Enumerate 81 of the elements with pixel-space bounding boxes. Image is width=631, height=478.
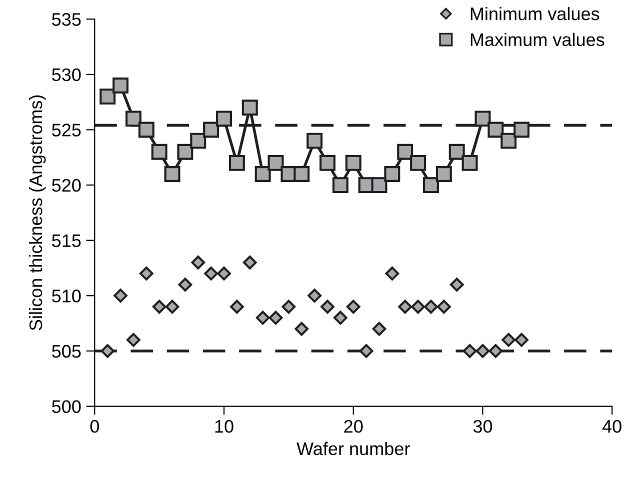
point xyxy=(306,132,323,149)
point xyxy=(114,288,128,303)
point xyxy=(488,122,504,138)
point xyxy=(112,78,129,94)
point xyxy=(151,144,168,160)
y-tick-label: 515 xyxy=(52,234,81,248)
y-tick-label: 535 xyxy=(52,13,81,26)
point xyxy=(152,300,166,314)
point xyxy=(230,300,244,314)
point xyxy=(450,278,464,292)
point xyxy=(436,300,451,314)
point xyxy=(165,300,180,314)
point xyxy=(191,256,206,270)
point xyxy=(411,300,425,314)
point xyxy=(203,122,220,138)
y-tick-label: 530 xyxy=(52,68,81,82)
point xyxy=(410,154,426,171)
point xyxy=(398,300,412,314)
point xyxy=(372,322,386,336)
point xyxy=(254,166,271,182)
y-tick-label: 505 xyxy=(52,344,81,358)
y-tick-label: 525 xyxy=(52,124,81,136)
y-tick-label: 520 xyxy=(52,178,81,192)
point xyxy=(462,154,478,171)
point xyxy=(333,310,348,325)
point xyxy=(384,166,400,182)
point xyxy=(514,332,528,347)
point xyxy=(100,88,116,105)
point xyxy=(294,322,309,336)
point xyxy=(256,310,270,325)
legend-label: Minimum values xyxy=(470,6,600,20)
point xyxy=(359,344,374,358)
point xyxy=(268,154,284,171)
point xyxy=(448,144,465,160)
point xyxy=(217,266,231,280)
x-tick-label: 20 xyxy=(344,420,363,433)
point xyxy=(488,344,503,358)
point xyxy=(228,154,245,171)
point xyxy=(268,310,283,325)
point xyxy=(308,288,322,303)
point xyxy=(282,300,296,314)
point xyxy=(164,166,180,182)
point xyxy=(242,100,258,116)
x-tick-label: 30 xyxy=(473,420,492,433)
point xyxy=(462,344,477,358)
point xyxy=(204,266,218,280)
x-axis-title: Wafer number xyxy=(296,442,410,456)
point xyxy=(320,300,334,314)
point xyxy=(320,154,336,171)
x-tick-label: 10 xyxy=(215,420,234,433)
point xyxy=(139,266,154,280)
point xyxy=(100,344,115,358)
point xyxy=(422,177,439,194)
point xyxy=(294,166,310,182)
point xyxy=(138,122,154,138)
point xyxy=(177,144,194,160)
point xyxy=(125,110,142,127)
point xyxy=(514,122,530,138)
point xyxy=(476,344,490,358)
point xyxy=(190,132,206,149)
point xyxy=(242,256,257,270)
point xyxy=(332,177,348,194)
point xyxy=(397,144,414,160)
point xyxy=(500,132,517,149)
y-tick-label: 500 xyxy=(52,400,81,414)
point xyxy=(371,177,388,194)
y-axis-title: Silicon thickness (Angstroms) xyxy=(28,95,46,330)
point xyxy=(346,300,360,314)
point xyxy=(436,166,452,182)
point xyxy=(178,278,192,292)
point xyxy=(385,266,400,280)
point xyxy=(216,110,232,127)
y-tick-label: 510 xyxy=(52,290,81,302)
point xyxy=(126,332,140,347)
point xyxy=(502,332,516,347)
point xyxy=(474,110,491,127)
x-tick-label: 0 xyxy=(90,420,99,433)
x-tick-label: 40 xyxy=(602,420,622,433)
point xyxy=(424,300,438,314)
legend-label: Maximum values xyxy=(470,32,604,46)
point xyxy=(345,154,362,171)
